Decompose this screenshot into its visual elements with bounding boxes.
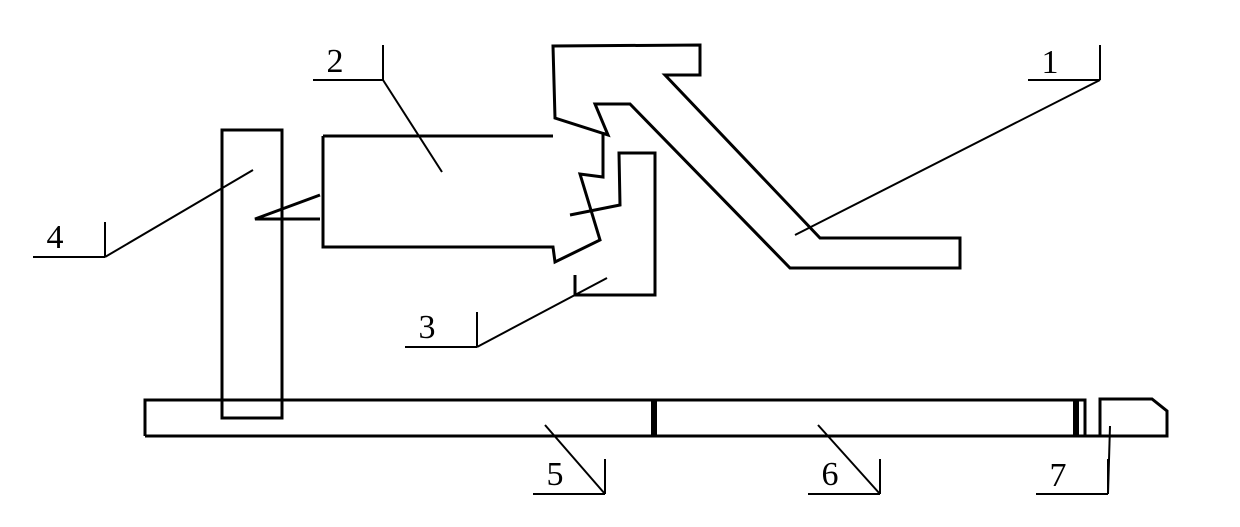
label-4-text: 4: [47, 219, 64, 256]
part-4-panel: [222, 130, 282, 418]
label-2-text: 2: [327, 43, 344, 80]
label-7-text: 7: [1050, 457, 1067, 494]
part-1-hopper: [553, 45, 960, 268]
label-3-leader: [477, 278, 607, 347]
label-5-text: 5: [547, 456, 564, 493]
label-3-text: 3: [419, 309, 436, 346]
label-1-text: 1: [1042, 44, 1059, 81]
part-2-body: [323, 136, 603, 262]
label-4-leader: [105, 170, 253, 257]
label-6-text: 6: [822, 456, 839, 493]
label-1-leader: [795, 80, 1100, 235]
label-2-leader: [383, 80, 442, 172]
part-2-wedge: [255, 195, 320, 219]
